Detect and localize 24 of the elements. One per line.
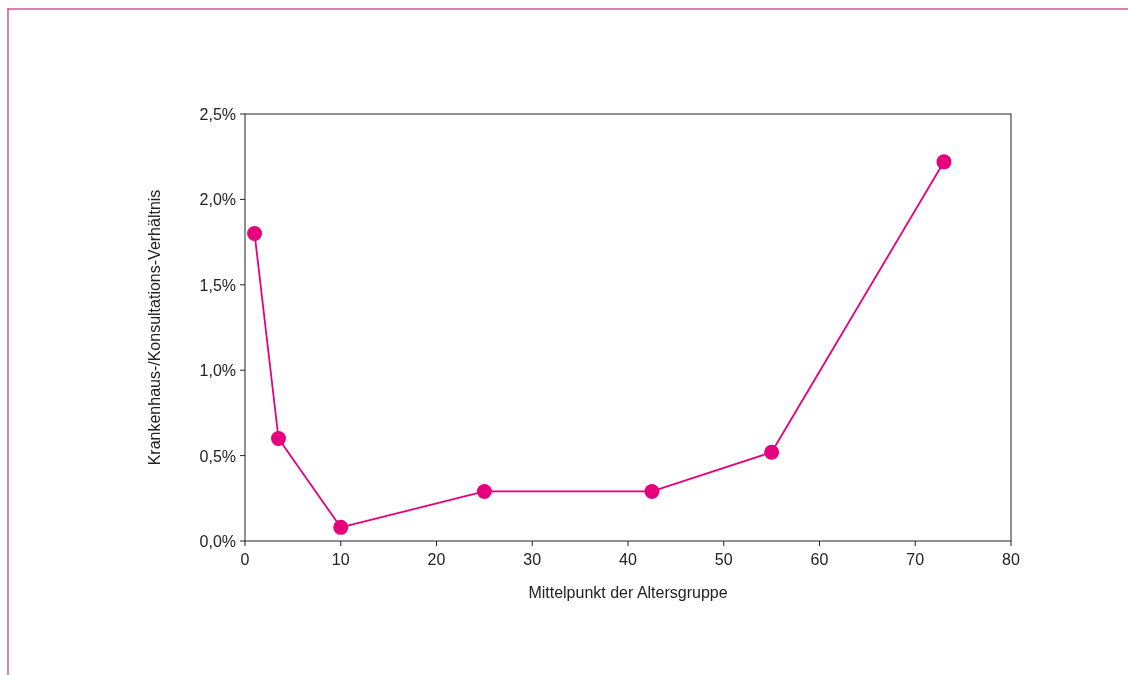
x-tick-label: 60 <box>810 551 829 568</box>
point <box>936 154 952 170</box>
y-tick-label: 1,5% <box>199 276 236 294</box>
x-tick-label: 20 <box>427 551 446 568</box>
point <box>764 444 780 460</box>
x-tick-label: 70 <box>906 551 925 568</box>
point <box>644 483 660 499</box>
point <box>247 226 263 242</box>
x-tick-label: 10 <box>331 551 350 568</box>
x-tick-label: 40 <box>619 551 637 568</box>
x-tick-label: 0 <box>240 551 250 568</box>
x-axis-title: Mittelpunkt der Altersgruppe <box>528 584 728 601</box>
x-tick-label: 50 <box>714 551 733 568</box>
x-tick-label: 80 <box>1002 551 1020 568</box>
y-axis-title: Krankenhaus-/Konsultations-Verhältnis <box>146 189 163 466</box>
y-tick-label: 0,0% <box>199 533 236 550</box>
y-tick-label: 2,0% <box>199 191 236 209</box>
point <box>271 431 287 447</box>
y-tick-label: 0,5% <box>199 447 236 465</box>
y-tick-label: 2,5% <box>199 106 236 123</box>
x-tick-label: 30 <box>523 551 542 568</box>
point <box>476 483 492 499</box>
point <box>333 519 349 535</box>
y-tick-label: 1,0% <box>199 362 236 380</box>
